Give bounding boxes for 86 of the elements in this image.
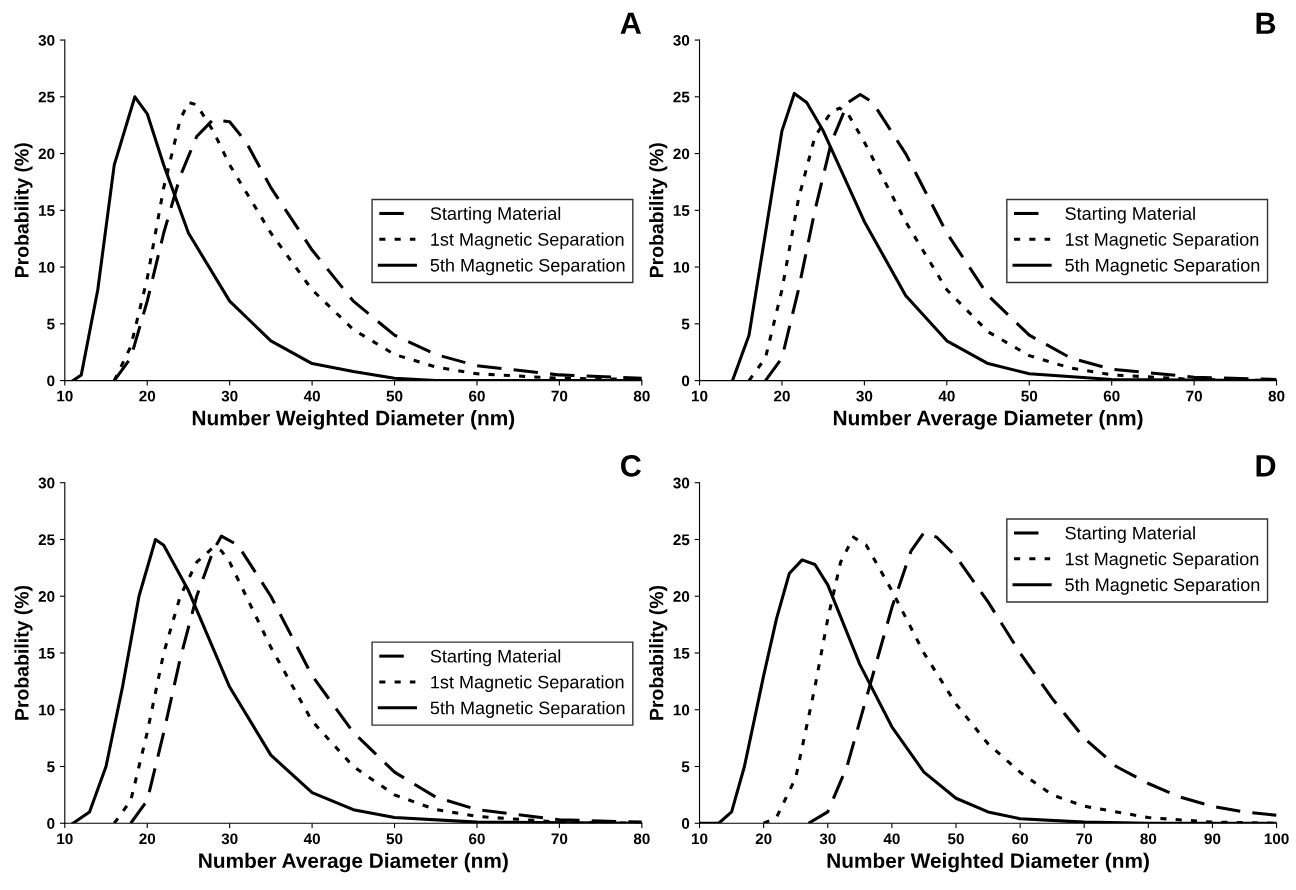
legend-label: 1st Magnetic Separation <box>1065 232 1259 250</box>
x-axis-title: Number Weighted Diameter (nm) <box>192 410 515 430</box>
x-tick-label: 50 <box>1021 390 1038 402</box>
x-tick-label: 90 <box>1204 833 1221 845</box>
x-tick-label: 80 <box>1268 390 1285 402</box>
y-tick-label: 0 <box>681 375 690 387</box>
y-tick-label: 0 <box>681 818 690 829</box>
x-tick-label: 50 <box>386 390 403 402</box>
y-tick-label: 10 <box>39 261 55 273</box>
y-tick-label: 5 <box>681 318 690 330</box>
x-tick-label: 20 <box>139 833 156 845</box>
y-tick-label: 15 <box>673 205 690 216</box>
y-axis-title: Probability (%) <box>649 585 668 720</box>
x-tick-label: 40 <box>303 833 320 845</box>
legend-label: 5th Magnetic Separation <box>1065 258 1260 276</box>
x-tick-label: 70 <box>1076 833 1093 845</box>
x-tick-label: 60 <box>469 390 485 402</box>
legend-label: 1st Magnetic Separation <box>431 675 624 693</box>
y-tick-label: 30 <box>38 477 55 489</box>
legend-label: Starting Material <box>430 649 561 667</box>
y-tick-label: 15 <box>39 648 55 659</box>
x-tick-label: 30 <box>221 390 238 402</box>
y-tick-label: 25 <box>38 534 55 546</box>
y-tick-label: 25 <box>38 91 55 103</box>
y-tick-label: 30 <box>673 34 690 46</box>
legend-label: Starting Material <box>1065 206 1195 224</box>
chart-title: C <box>621 455 641 477</box>
x-tick-label: 50 <box>386 833 403 845</box>
legend-label: 1st Magnetic Separation <box>1065 552 1259 569</box>
x-tick-label: 100 <box>1264 833 1289 845</box>
y-tick-label: 5 <box>681 761 690 773</box>
y-tick-label: 20 <box>38 591 55 602</box>
x-tick-label: 10 <box>57 833 73 845</box>
legend-label: 1st Magnetic Separation <box>431 232 624 250</box>
x-tick-label: 30 <box>819 833 836 845</box>
y-tick-label: 5 <box>47 761 55 773</box>
x-tick-label: 40 <box>883 833 900 845</box>
x-tick-label: 60 <box>469 833 485 845</box>
x-axis-title: Number Weighted Diameter (nm) <box>827 852 1149 873</box>
x-tick-label: 40 <box>303 390 320 402</box>
x-tick-label: 70 <box>551 833 568 845</box>
legend-label: 5th Magnetic Separation <box>1065 577 1260 595</box>
legend-label: Starting Material <box>1065 526 1195 544</box>
y-tick-label: 5 <box>47 318 55 330</box>
legend-label: 5th Magnetic Separation <box>430 701 625 718</box>
x-tick-label: 50 <box>947 833 964 845</box>
x-tick-label: 30 <box>856 390 873 402</box>
legend-label: 5th Magnetic Separation <box>430 258 625 276</box>
x-tick-label: 20 <box>755 833 772 845</box>
y-tick-label: 20 <box>673 591 690 602</box>
x-tick-label: 80 <box>633 390 650 402</box>
x-tick-label: 80 <box>1140 833 1157 845</box>
y-tick-label: 30 <box>38 34 55 46</box>
y-tick-label: 25 <box>673 534 690 546</box>
x-tick-label: 40 <box>938 390 955 402</box>
y-tick-label: 10 <box>673 704 690 716</box>
y-axis-title: Probability (%) <box>649 143 668 278</box>
x-tick-label: 60 <box>1103 390 1120 402</box>
chart-title: B <box>1256 12 1276 34</box>
x-axis-title: Number Average Diameter (nm) <box>833 410 1143 430</box>
x-tick-label: 30 <box>221 833 238 845</box>
x-tick-label: 70 <box>1186 390 1202 402</box>
x-tick-label: 60 <box>1012 833 1028 845</box>
y-axis-title: Probability (%) <box>14 143 33 278</box>
chart-title: A <box>620 12 642 34</box>
y-tick-label: 0 <box>47 818 55 829</box>
y-tick-label: 0 <box>47 375 55 387</box>
y-tick-label: 25 <box>673 91 690 103</box>
x-tick-label: 10 <box>692 833 708 845</box>
y-tick-label: 30 <box>673 477 690 489</box>
y-tick-label: 15 <box>673 648 690 659</box>
x-tick-label: 20 <box>139 390 156 402</box>
x-axis-title: Number Average Diameter (nm) <box>199 852 508 873</box>
y-tick-label: 10 <box>673 261 690 273</box>
y-axis-title: Probability (%) <box>14 585 33 720</box>
legend-label: Starting Material <box>430 206 561 224</box>
y-tick-label: 20 <box>38 148 55 160</box>
x-tick-label: 20 <box>774 390 790 402</box>
x-tick-label: 10 <box>57 390 73 402</box>
y-tick-label: 15 <box>39 205 55 216</box>
x-tick-label: 80 <box>633 833 650 845</box>
y-tick-label: 20 <box>673 148 690 160</box>
y-tick-label: 10 <box>39 704 55 716</box>
x-tick-label: 70 <box>551 390 568 402</box>
x-tick-label: 10 <box>692 390 708 402</box>
chart-title: D <box>1256 455 1276 477</box>
